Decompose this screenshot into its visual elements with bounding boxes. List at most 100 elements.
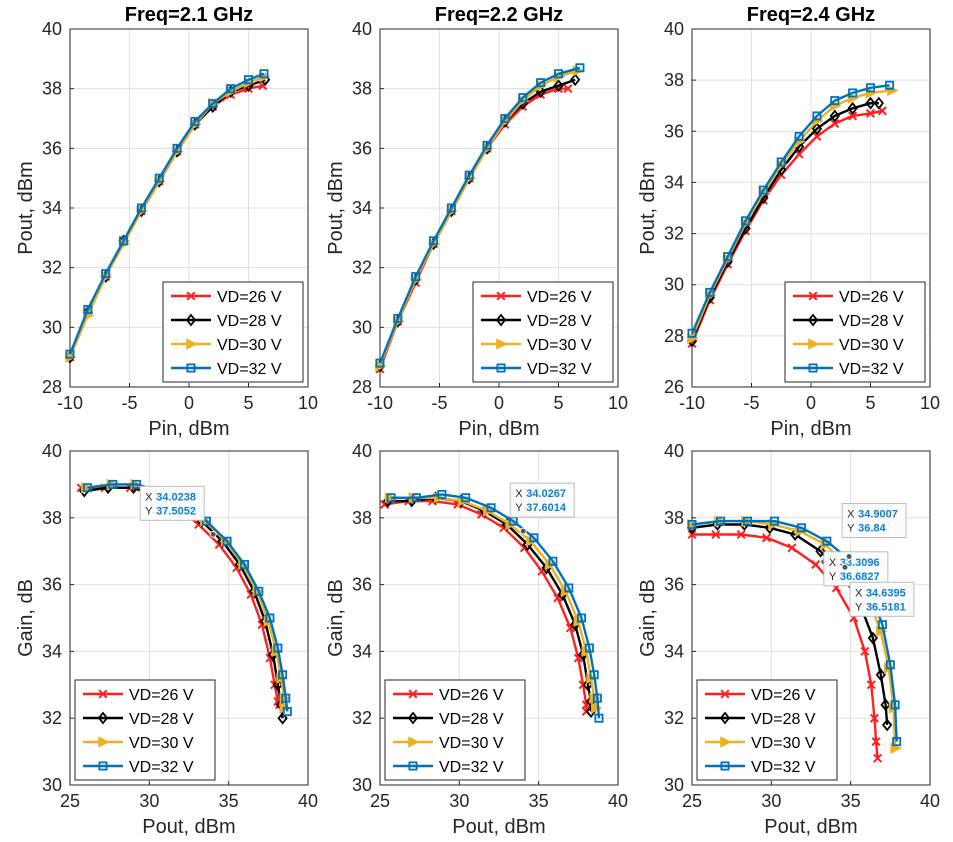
x-tick-label: 25 — [682, 791, 702, 811]
data-point — [866, 83, 876, 93]
datatip-y-value: 37.6014 — [526, 502, 567, 514]
y-axis-label: Gain, dB — [637, 579, 659, 657]
data-point — [437, 489, 447, 499]
data-point — [108, 479, 118, 489]
legend-marker — [808, 338, 820, 350]
y-tick-label: 30 — [352, 775, 372, 795]
datatip-y-label: Y — [829, 571, 837, 583]
data-point — [273, 643, 283, 653]
x-tick-label: 25 — [370, 791, 390, 811]
series-4 — [386, 489, 604, 723]
data-point — [226, 84, 236, 94]
data-point — [860, 646, 870, 656]
axes-box — [379, 450, 619, 786]
legend-label: VD=32 V — [527, 361, 592, 378]
legend-marker — [98, 736, 110, 748]
data-point — [259, 69, 269, 79]
y-tick-label: 34 — [42, 198, 62, 218]
data-point — [865, 96, 876, 110]
legend-label: VD=30 V — [439, 735, 504, 752]
x-axis-label: Pin, dBm — [770, 418, 851, 440]
legend-item: VD=28 V — [793, 313, 904, 330]
data-point — [811, 560, 821, 570]
chart-panel-1: -10 -5 0 5 10 28 30 32 34 36 38 40 Pin, dBm Pout, dBm… — [15, 4, 318, 440]
legend: VD=26 V VD=28 V VD=30 V VD=32 V — [162, 281, 304, 383]
legend-marker — [720, 736, 732, 748]
data-point — [880, 698, 891, 712]
data-point — [711, 529, 721, 540]
data-point — [154, 173, 164, 183]
data-point — [741, 216, 751, 226]
y-tick-label: 34 — [352, 198, 372, 218]
legend-marker — [185, 313, 197, 327]
legend-marker — [496, 291, 506, 301]
data-point — [272, 678, 284, 692]
y-tick-label: 36 — [42, 138, 62, 158]
data-point — [873, 96, 884, 110]
data-point — [866, 680, 876, 690]
datatip-box — [509, 482, 575, 518]
data-point — [847, 101, 858, 115]
data-point — [812, 111, 822, 121]
data-point — [411, 272, 421, 282]
x-axis-label: Pout, dBm — [142, 816, 235, 838]
data-point — [871, 737, 881, 747]
legend-marker — [97, 711, 109, 725]
legend: VD=26 V VD=28 V VD=30 V VD=32 V — [784, 281, 926, 383]
data-point — [500, 114, 510, 124]
x-tick-label: 5 — [553, 393, 563, 413]
data-point — [687, 328, 697, 338]
legend-item: VD=26 V — [393, 687, 504, 704]
data-point — [254, 586, 264, 596]
legend-marker — [720, 689, 730, 699]
data-point — [829, 109, 840, 123]
x-axis-label: Pout, dBm — [764, 816, 857, 838]
datatip-x-label: X — [855, 587, 863, 599]
legend-item: VD=32 V — [393, 759, 504, 776]
series-line — [691, 519, 898, 742]
data-point — [386, 493, 396, 503]
legend-marker — [808, 291, 818, 301]
y-tick-label: 36 — [352, 138, 372, 158]
y-tick-label: 32 — [352, 258, 372, 278]
legend-marker — [808, 363, 818, 373]
data-point — [796, 523, 806, 533]
legend-item: VD=30 V — [481, 337, 592, 354]
data-point — [875, 668, 886, 682]
x-tick-label: 30 — [139, 791, 159, 811]
legend-marker — [186, 338, 198, 350]
datatip-y-value: 36.5181 — [866, 601, 906, 613]
data-point — [563, 84, 573, 94]
x-tick-label: 40 — [298, 791, 318, 811]
chart-panel-2: -10 -5 0 5 10 28 30 32 34 36 38 40 Pin, dBm Pout, dBm… — [325, 4, 628, 440]
legend-marker — [720, 761, 730, 771]
legend-marker — [496, 338, 508, 350]
y-axis-label: Gain, dB — [15, 579, 37, 657]
chart-title: Freq=2.1 GHz — [125, 4, 253, 26]
legend-item: VD=28 V — [83, 711, 194, 728]
datatip-anchor — [841, 563, 849, 571]
data-point — [865, 108, 876, 118]
x-tick-label: -5 — [431, 393, 447, 413]
legend-label: VD=26 V — [751, 687, 816, 704]
data-point — [892, 737, 902, 747]
y-tick-label: 30 — [664, 775, 684, 795]
data-point — [705, 287, 715, 297]
legend-box — [74, 679, 216, 781]
legend-item: VD=32 V — [705, 759, 816, 776]
data-point — [776, 157, 786, 167]
x-tick-label: 0 — [494, 393, 504, 413]
data-point — [240, 560, 250, 570]
y-tick-label: 30 — [664, 275, 684, 295]
data-point — [830, 96, 840, 106]
data-point — [770, 516, 780, 526]
data-point — [564, 583, 574, 593]
data-point — [277, 711, 288, 725]
data-point — [554, 69, 564, 79]
data-point — [890, 700, 900, 710]
y-tick-label: 40 — [42, 441, 62, 461]
legend: VD=26 V VD=28 V VD=30 V VD=32 V — [74, 679, 216, 781]
data-point — [482, 140, 492, 150]
